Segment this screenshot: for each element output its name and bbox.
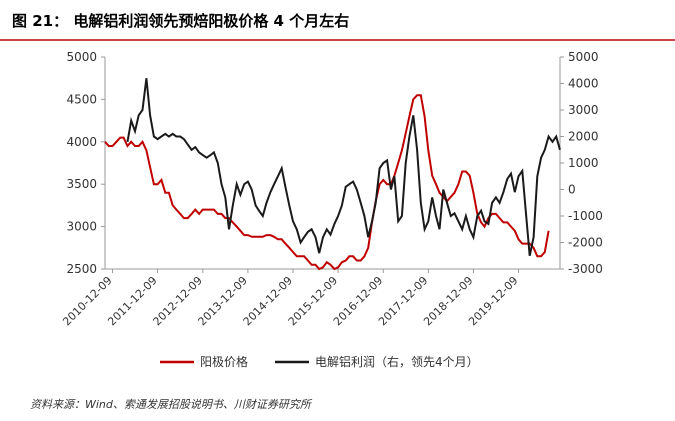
source-note: 资料来源：Wind、索通发展招股说明书、川财证券研究所 <box>30 398 313 411</box>
y2-tick-label: 1000 <box>568 156 599 170</box>
y-tick-label: 3500 <box>66 177 97 191</box>
y2-tick-label: 5000 <box>568 50 599 64</box>
legend-label: 阳极价格 <box>200 354 248 369</box>
y2-tick-label: -2000 <box>568 236 603 250</box>
legend-label: 电解铝利润（右，领先4个月） <box>315 354 479 369</box>
y-tick-label: 4500 <box>66 92 97 106</box>
y2-tick-label: 0 <box>568 183 576 197</box>
y-tick-label: 5000 <box>66 50 97 64</box>
y-tick-label: 3000 <box>66 220 97 234</box>
y-tick-label: 4000 <box>66 135 97 149</box>
y2-tick-label: -1000 <box>568 209 603 223</box>
y2-tick-label: 4000 <box>568 77 599 91</box>
y2-tick-label: 2000 <box>568 130 599 144</box>
y2-tick-label: 3000 <box>568 103 599 117</box>
series-line <box>104 94 550 271</box>
series-line <box>126 78 561 257</box>
y2-tick-label: -3000 <box>568 262 603 276</box>
y-tick-label: 2500 <box>66 262 97 276</box>
chart-title: 图 21： 电解铝利润领先预焙阳极价格 4 个月左右 <box>12 12 349 30</box>
